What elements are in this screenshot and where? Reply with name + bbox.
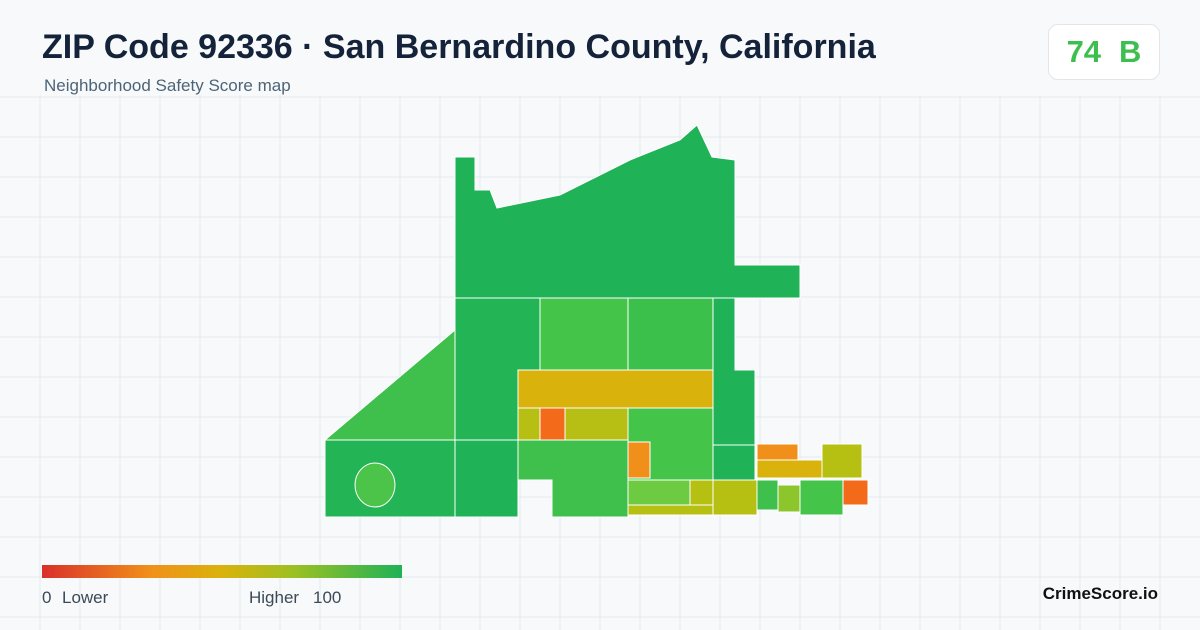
legend-max-label: Higher [249,588,300,607]
zip-areas [323,124,869,518]
brand: CrimeScore.io [1042,584,1158,603]
legend-min-label: Lower [62,588,109,607]
subtitle: Neighborhood Safety Score map [44,76,291,95]
score-grade: B [1119,34,1142,69]
legend-gradient [42,565,402,578]
title: ZIP Code 92336 · San Bernardino County, … [42,28,876,66]
score-value: 74 [1066,34,1102,69]
legend-min: 0 [42,588,52,607]
score-badge: 74 B [1048,24,1160,80]
legend-max: 100 [313,588,342,607]
